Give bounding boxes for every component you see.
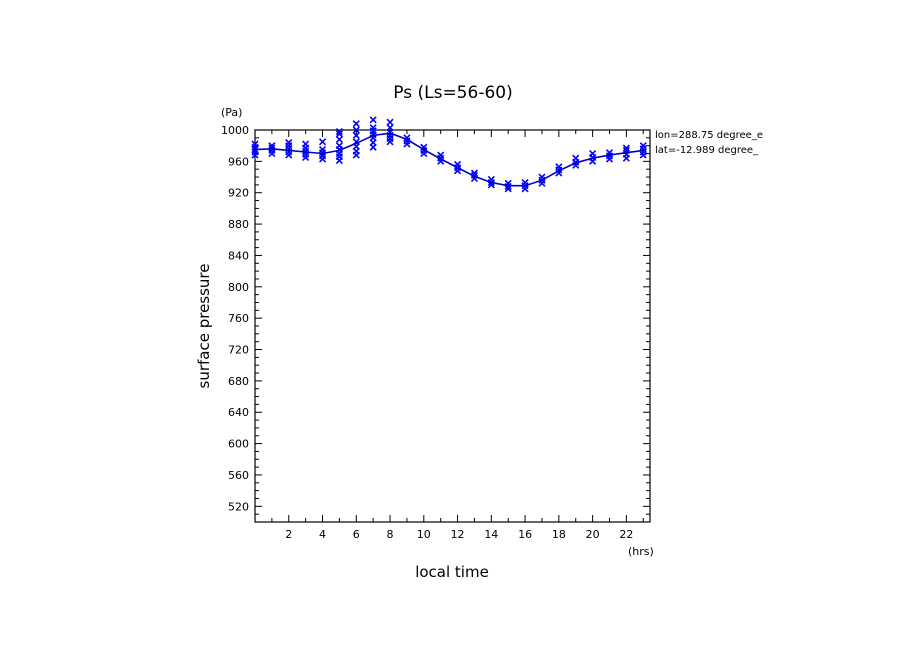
chart-title: Ps (Ls=56-60) bbox=[393, 83, 512, 103]
line-point bbox=[490, 181, 493, 184]
data-point-marker bbox=[352, 131, 360, 140]
line-point bbox=[456, 166, 459, 169]
line-point bbox=[574, 161, 577, 165]
line-point bbox=[253, 148, 257, 151]
line-point bbox=[507, 184, 510, 187]
y-tick-label: 1000 bbox=[221, 124, 249, 137]
line-point bbox=[304, 150, 307, 154]
data-point-marker bbox=[639, 142, 647, 150]
x-tick-label: 14 bbox=[484, 528, 498, 541]
y-tick-label: 600 bbox=[228, 438, 249, 451]
line-point bbox=[422, 148, 426, 151]
annotation-lon: lon=288.75 degree_e bbox=[655, 130, 763, 141]
data-point-marker bbox=[335, 130, 343, 138]
line-point bbox=[371, 134, 375, 137]
y-tick-label: 560 bbox=[228, 469, 249, 482]
line-point bbox=[270, 147, 274, 151]
data-point-marker bbox=[302, 140, 310, 148]
line-point bbox=[338, 149, 341, 152]
x-tick-label: 18 bbox=[552, 528, 566, 541]
line-point bbox=[473, 175, 476, 178]
data-point-marker bbox=[335, 135, 343, 143]
data-point-marker bbox=[335, 142, 343, 150]
data-point-marker bbox=[386, 118, 394, 126]
data-point-marker bbox=[386, 124, 394, 132]
x-tick-label: 22 bbox=[619, 528, 633, 541]
plot-frame bbox=[254, 129, 651, 523]
line-point bbox=[591, 157, 594, 160]
x-tick-label: 4 bbox=[319, 528, 326, 541]
line-point bbox=[355, 142, 358, 145]
y-tick-label: 720 bbox=[228, 344, 249, 357]
y-tick-label: 880 bbox=[228, 218, 249, 231]
line-point bbox=[540, 178, 544, 182]
x-tick-label: 2 bbox=[285, 528, 292, 541]
line-point bbox=[321, 152, 324, 155]
y-tick-label: 960 bbox=[228, 155, 249, 168]
line-point bbox=[642, 149, 645, 152]
data-point-marker bbox=[352, 126, 360, 134]
line-point bbox=[287, 149, 290, 152]
data-point-marker bbox=[589, 149, 597, 158]
line-point bbox=[439, 157, 442, 161]
x-tick-label: 6 bbox=[353, 528, 360, 541]
line-point bbox=[625, 151, 628, 154]
y-tick-label: 800 bbox=[228, 281, 249, 294]
y-axis-label: surface pressure bbox=[195, 264, 213, 389]
y-tick-label: 920 bbox=[228, 187, 249, 200]
data-point-marker bbox=[622, 144, 630, 152]
data-point-marker bbox=[251, 140, 259, 148]
data-point-marker bbox=[369, 116, 377, 124]
x-tick-label: 8 bbox=[387, 528, 394, 541]
line-point bbox=[608, 153, 611, 157]
data-point-marker bbox=[318, 146, 327, 154]
y-tick-label: 640 bbox=[228, 406, 249, 419]
data-point-marker bbox=[285, 138, 293, 147]
data-point-marker bbox=[504, 185, 512, 193]
x-tick-label: 10 bbox=[417, 528, 431, 541]
data-point-marker bbox=[268, 142, 276, 150]
series-line bbox=[254, 132, 644, 187]
line-point bbox=[557, 169, 561, 172]
data-point-marker bbox=[555, 163, 563, 171]
y-tick-label: 680 bbox=[228, 375, 249, 388]
y-tick-label: 840 bbox=[228, 249, 249, 262]
data-point-marker bbox=[318, 138, 327, 146]
line-point bbox=[388, 131, 392, 135]
x-unit-label: (hrs) bbox=[628, 545, 654, 558]
x-tick-label: 12 bbox=[451, 528, 465, 541]
data-point-marker bbox=[369, 124, 377, 132]
data-point-marker bbox=[572, 154, 580, 162]
x-tick-label: 16 bbox=[518, 528, 532, 541]
data-point-marker bbox=[335, 128, 343, 136]
y-tick-label: 760 bbox=[228, 312, 249, 325]
y-tick-label: 520 bbox=[228, 500, 249, 513]
plot-area: 520 560 600 640 680 720 760 800 840 880 920 960 1000… bbox=[221, 116, 651, 541]
x-axis-label: local time bbox=[415, 563, 489, 581]
line-point bbox=[405, 138, 409, 141]
y-unit-label: (Pa) bbox=[221, 106, 242, 119]
annotation-lat: lat=-12.989 degree_ bbox=[655, 145, 759, 156]
x-tick-label: 20 bbox=[586, 528, 600, 541]
data-point-marker bbox=[352, 120, 360, 128]
line-point bbox=[523, 184, 527, 187]
